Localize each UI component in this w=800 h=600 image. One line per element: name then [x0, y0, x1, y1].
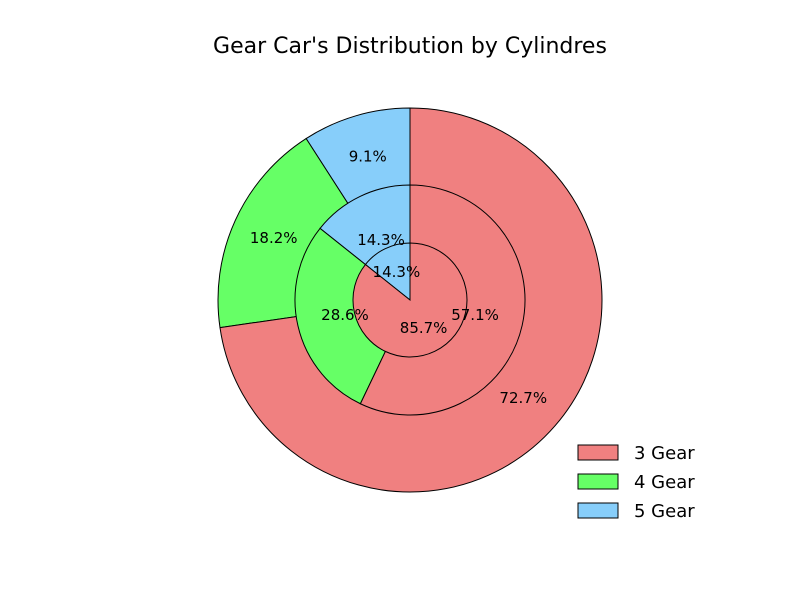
legend-swatch-5-gear — [577, 502, 619, 519]
chart-title: Gear Car's Distribution by Cylindres — [213, 34, 607, 59]
legend-label-3-gear: 3 Gear — [634, 443, 695, 464]
label-middle-5-gear: 14.3% — [357, 231, 405, 249]
label-outer-3-gear: 72.7% — [499, 389, 547, 407]
legend-swatch-4-gear — [577, 473, 619, 490]
legend-label-5-gear: 5 Gear — [634, 501, 695, 522]
label-inner-5-gear: 14.3% — [373, 263, 421, 281]
slice-inner-3-gear — [352, 242, 468, 358]
label-inner-3-gear: 85.7% — [400, 319, 448, 337]
legend-swatch-3-gear — [577, 444, 619, 461]
label-outer-4-gear: 18.2% — [250, 229, 298, 247]
legend-label-4-gear: 4 Gear — [634, 472, 695, 493]
slice-inner-5-gear — [364, 242, 411, 302]
chart-percent-labels: 9.1% 18.2% 72.7% 14.3% 28.6% 57.1% 14.3% 85.7% — [250, 147, 547, 407]
label-middle-3-gear: 57.1% — [451, 306, 499, 324]
chart-rings — [217, 107, 603, 493]
chart-legend: 3 Gear 4 Gear 5 Gear — [577, 443, 695, 522]
label-middle-4-gear: 28.6% — [321, 306, 369, 324]
label-outer-5-gear: 9.1% — [349, 147, 387, 165]
